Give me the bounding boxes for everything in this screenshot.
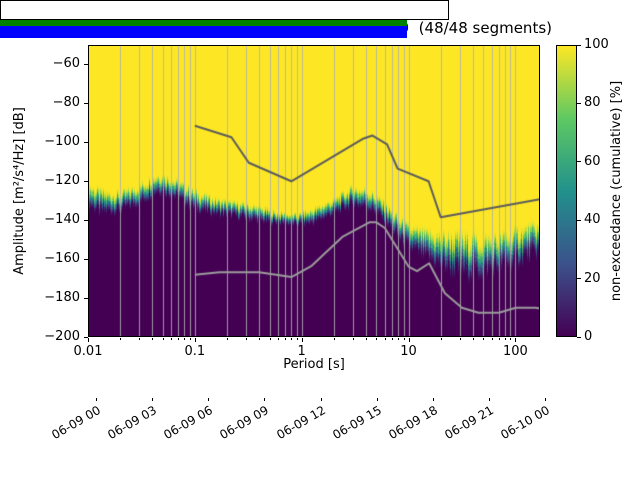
y-tick-label: −100 bbox=[44, 134, 80, 150]
x-minor-tick bbox=[277, 338, 279, 340]
x-minor-tick bbox=[184, 338, 186, 340]
coverage-axis-border bbox=[0, 0, 449, 20]
x-minor-tick bbox=[245, 338, 247, 340]
y-tick bbox=[84, 180, 88, 182]
x-minor-tick bbox=[391, 338, 393, 340]
y-tick bbox=[84, 258, 88, 260]
x-minor-tick bbox=[296, 338, 298, 340]
y-tick-label: −140 bbox=[44, 212, 80, 228]
x-minor-tick bbox=[227, 338, 228, 340]
y-tick-label: −180 bbox=[44, 290, 80, 306]
x-tick-label: 100 bbox=[502, 344, 528, 359]
x-minor-tick bbox=[120, 338, 122, 340]
x-minor-tick bbox=[269, 338, 271, 340]
colorbar-tick-label: 0 bbox=[584, 329, 593, 344]
x-minor-tick bbox=[440, 338, 442, 340]
x-minor-tick bbox=[403, 338, 405, 340]
colorbar bbox=[556, 45, 577, 337]
colorbar-tick bbox=[577, 161, 581, 163]
time-tick bbox=[152, 398, 154, 401]
time-tick bbox=[320, 398, 322, 401]
x-minor-tick bbox=[291, 338, 293, 340]
y-tick bbox=[84, 336, 88, 338]
y-tick bbox=[84, 297, 88, 299]
x-tick-label: 1 bbox=[297, 344, 306, 359]
colorbar-tick-label: 60 bbox=[584, 153, 601, 169]
x-tick bbox=[515, 338, 517, 342]
y-tick-label: −200 bbox=[44, 329, 80, 344]
x-minor-tick bbox=[384, 338, 386, 340]
time-tick bbox=[264, 398, 266, 401]
time-tick bbox=[376, 398, 378, 401]
x-minor-tick bbox=[483, 338, 485, 340]
x-minor-tick bbox=[472, 338, 474, 340]
x-minor-tick bbox=[491, 338, 493, 340]
x-minor-tick bbox=[352, 338, 354, 340]
x-tick bbox=[408, 338, 410, 342]
x-minor-tick bbox=[171, 338, 173, 340]
coverage-data-bar bbox=[0, 26, 407, 38]
colorbar-tick bbox=[577, 102, 581, 104]
x-axis-label: Period [s] bbox=[283, 357, 345, 372]
colorbar-tick-label: 40 bbox=[584, 212, 601, 228]
x-minor-tick bbox=[459, 338, 461, 340]
x-minor-tick bbox=[162, 338, 164, 340]
colorbar-tick bbox=[577, 219, 581, 221]
y-tick-label: −120 bbox=[44, 173, 80, 189]
x-minor-tick bbox=[376, 338, 378, 340]
time-tick bbox=[488, 398, 490, 401]
colorbar-tick-label: 20 bbox=[584, 270, 601, 286]
y-tick-label: −80 bbox=[52, 95, 80, 111]
x-minor-tick bbox=[398, 338, 400, 340]
x-minor-tick bbox=[138, 338, 140, 340]
time-tick bbox=[96, 398, 97, 401]
x-minor-tick bbox=[366, 338, 368, 340]
x-minor-tick bbox=[285, 338, 287, 340]
x-minor-tick bbox=[152, 338, 154, 340]
y-tick-label: −60 bbox=[52, 56, 80, 72]
x-minor-tick bbox=[189, 338, 191, 340]
colorbar-tick bbox=[577, 336, 581, 338]
x-tick-label: 0.01 bbox=[73, 344, 103, 359]
x-minor-tick bbox=[259, 338, 261, 340]
x-minor-tick bbox=[498, 338, 500, 340]
x-minor-tick bbox=[510, 338, 512, 340]
colorbar-tick-label: 100 bbox=[584, 37, 609, 52]
x-minor-tick bbox=[333, 338, 335, 340]
x-tick-label: 0.1 bbox=[184, 344, 206, 359]
time-tick bbox=[545, 398, 546, 401]
colorbar-tick-label: 80 bbox=[584, 95, 601, 111]
colorbar-tick bbox=[577, 44, 581, 46]
colorbar-tick bbox=[577, 278, 581, 280]
x-minor-tick bbox=[505, 338, 507, 340]
y-tick bbox=[84, 219, 88, 221]
x-minor-tick bbox=[178, 338, 180, 340]
x-tick bbox=[88, 338, 89, 342]
y-tick-label: −160 bbox=[44, 251, 80, 267]
x-tick-label: 10 bbox=[400, 344, 417, 359]
ppsd-heatmap bbox=[88, 45, 540, 337]
time-tick bbox=[432, 398, 434, 401]
y-tick bbox=[84, 63, 88, 65]
y-tick bbox=[84, 102, 88, 104]
x-tick bbox=[301, 338, 303, 342]
x-tick bbox=[194, 338, 196, 342]
y-tick bbox=[84, 141, 88, 143]
time-tick bbox=[208, 398, 210, 401]
coverage-processed-bar bbox=[0, 20, 407, 26]
